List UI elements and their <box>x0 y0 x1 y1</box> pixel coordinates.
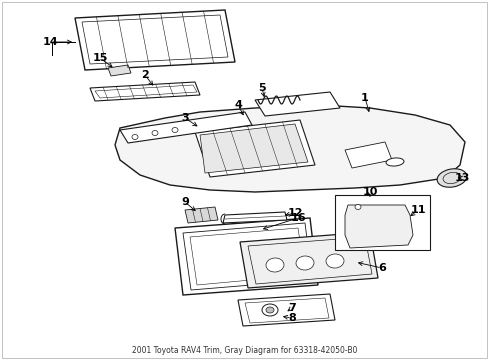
Text: 9: 9 <box>181 197 188 207</box>
Ellipse shape <box>262 304 278 316</box>
Ellipse shape <box>325 254 343 268</box>
Ellipse shape <box>132 135 138 140</box>
Polygon shape <box>240 232 377 288</box>
Text: 6: 6 <box>377 263 385 273</box>
Text: 5: 5 <box>258 83 265 93</box>
Polygon shape <box>195 120 314 177</box>
Ellipse shape <box>152 131 158 135</box>
Polygon shape <box>345 205 412 248</box>
Polygon shape <box>175 218 317 295</box>
Ellipse shape <box>354 204 360 210</box>
Text: 13: 13 <box>453 173 469 183</box>
Text: 16: 16 <box>289 213 305 223</box>
Text: 10: 10 <box>362 187 377 197</box>
Ellipse shape <box>436 169 466 187</box>
Text: 12: 12 <box>286 208 302 218</box>
Polygon shape <box>238 294 334 326</box>
Polygon shape <box>345 142 391 168</box>
Ellipse shape <box>265 258 284 272</box>
Text: 15: 15 <box>92 53 107 63</box>
Polygon shape <box>200 124 307 173</box>
Ellipse shape <box>295 256 313 270</box>
Text: 1: 1 <box>360 93 368 103</box>
Text: 11: 11 <box>409 205 425 215</box>
Ellipse shape <box>172 127 178 132</box>
Polygon shape <box>223 212 286 223</box>
Text: 2001 Toyota RAV4 Trim, Gray Diagram for 63318-42050-B0: 2001 Toyota RAV4 Trim, Gray Diagram for … <box>132 346 356 355</box>
Polygon shape <box>90 82 200 101</box>
Ellipse shape <box>385 158 403 166</box>
Text: 7: 7 <box>287 303 295 313</box>
Text: 8: 8 <box>287 313 295 323</box>
Text: 14: 14 <box>42 37 58 47</box>
Bar <box>334 195 429 250</box>
Polygon shape <box>254 92 339 116</box>
Polygon shape <box>120 112 251 143</box>
Polygon shape <box>75 10 235 70</box>
Polygon shape <box>115 105 464 192</box>
Polygon shape <box>108 65 131 76</box>
Polygon shape <box>184 207 218 223</box>
Text: 3: 3 <box>181 113 188 123</box>
Text: 2: 2 <box>141 70 148 80</box>
Ellipse shape <box>265 307 273 313</box>
Text: 4: 4 <box>234 100 242 110</box>
